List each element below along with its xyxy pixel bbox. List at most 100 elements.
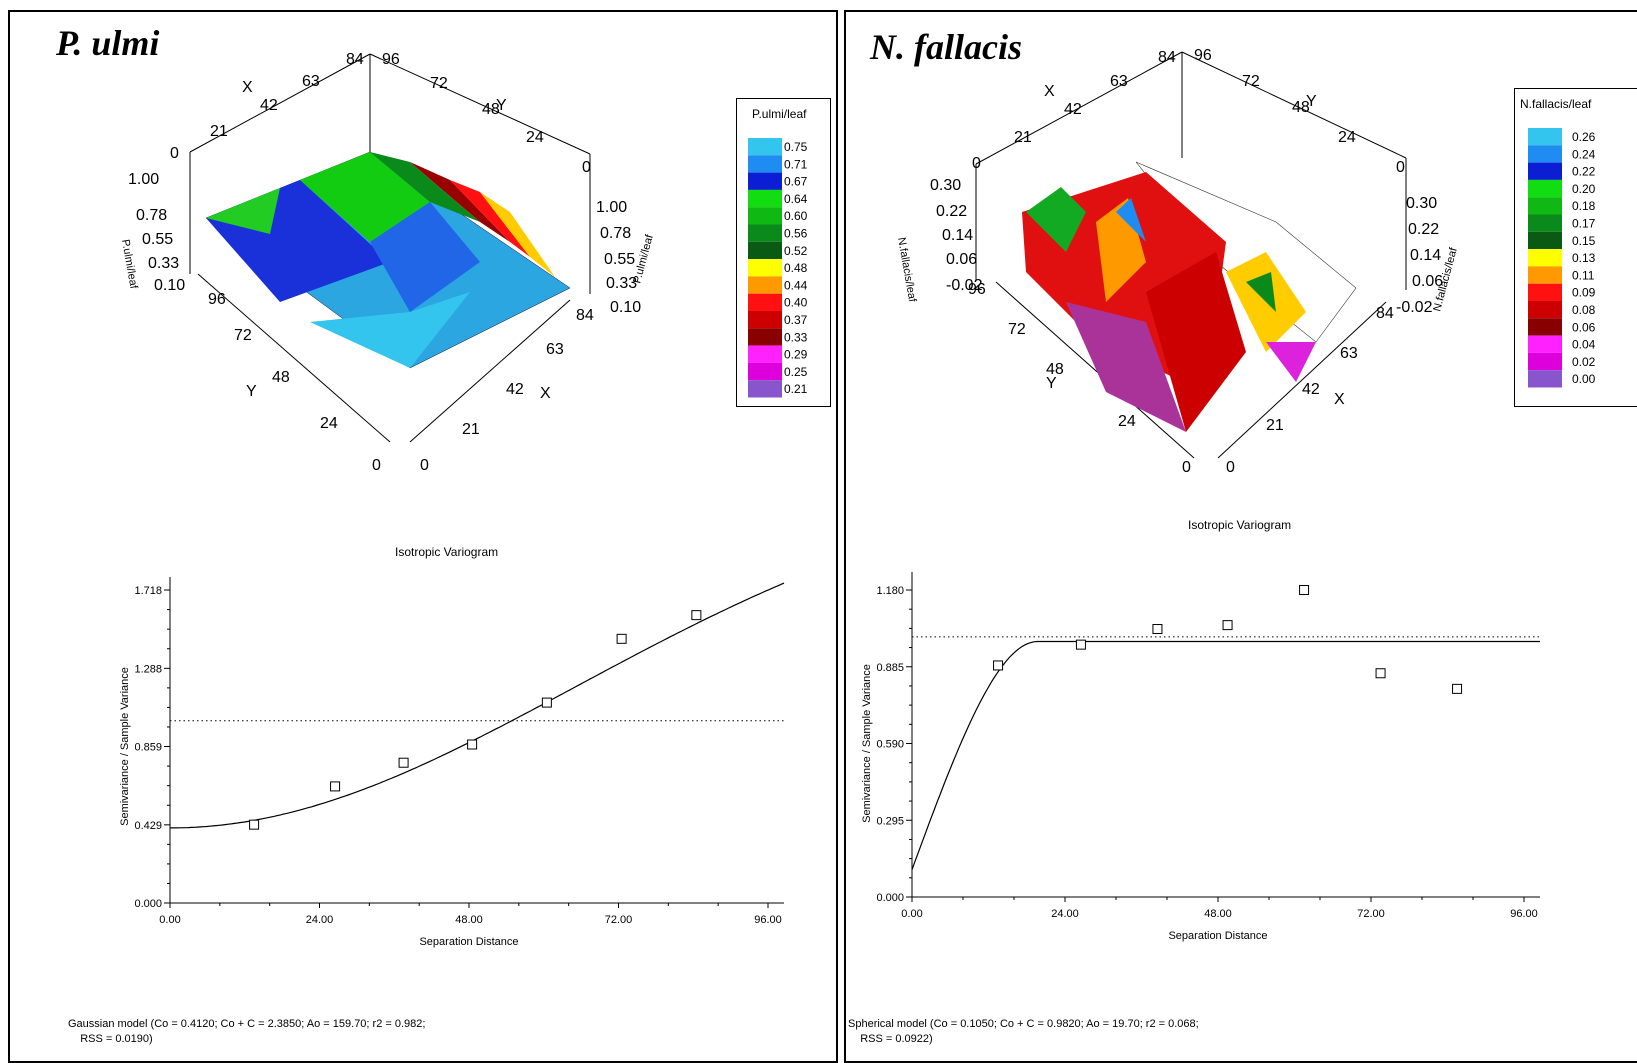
legend-label: 0.56 <box>784 227 808 241</box>
legend-swatch <box>748 345 782 363</box>
legend-swatch <box>1528 352 1562 371</box>
panel-title: P. ulmi <box>56 23 160 63</box>
back-x-tick: 0 <box>972 155 981 172</box>
back-y-tick: 72 <box>430 75 448 92</box>
legend-swatch <box>748 328 782 346</box>
z-tick: 0.22 <box>936 203 967 220</box>
z-tick-right: 0.14 <box>1410 247 1441 264</box>
data-point <box>691 610 702 621</box>
back-y-tick: 24 <box>1338 129 1356 146</box>
x-axis-label: Separation Distance <box>1168 930 1267 942</box>
surface-plot-3d: 1.00 0.78 0.55 0.33 0.10 1.00 0.78 0.55 … <box>119 51 656 474</box>
back-y-letter: Y <box>496 97 507 114</box>
legend-label: 0.22 <box>1572 165 1596 179</box>
z-tick-right: -0.02 <box>1396 299 1433 316</box>
legend-label: 0.13 <box>1572 251 1596 265</box>
y-tick-label: 0.295 <box>876 815 904 827</box>
legend-label: 0.04 <box>1572 338 1596 352</box>
x-tick-label: 96.00 <box>1510 908 1538 920</box>
x-tick-label: 0.00 <box>159 914 180 926</box>
y-tick: 24 <box>320 415 338 432</box>
back-x-tick: 63 <box>1110 73 1128 90</box>
legend-label: 0.21 <box>784 382 808 396</box>
back-x-tick: 42 <box>1064 101 1082 118</box>
legend-swatch <box>748 259 782 277</box>
variogram-chart: 0.000 0.429 0.859 1.288 1.718 0.00 24.00 48.00 7… <box>119 577 785 948</box>
y-tick: 48 <box>272 369 290 386</box>
legend-swatch <box>1528 162 1562 180</box>
y-tick-label: 0.590 <box>876 739 904 751</box>
y-tick: 72 <box>234 327 252 344</box>
legend-label: 0.17 <box>1572 217 1596 231</box>
variogram-title: Isotropic Variogram <box>395 545 499 559</box>
z-tick-right: 0.30 <box>1406 195 1437 212</box>
back-y-tick: 0 <box>582 159 591 176</box>
legend-swatch <box>748 380 782 398</box>
legend-swatch <box>748 138 782 156</box>
x-tick: 0 <box>420 457 429 474</box>
back-y-tick: 48 <box>482 101 500 118</box>
model-text: Gaussian model (Co = 0.4120; Co + C = 2.… <box>68 1018 426 1045</box>
back-y-tick: 0 <box>1396 159 1405 176</box>
z-tick: 0.10 <box>154 277 185 294</box>
legend-swatch <box>748 276 782 294</box>
x-tick-label: 24.00 <box>306 914 334 926</box>
data-point <box>541 697 552 708</box>
back-x-tick: 0 <box>170 145 179 162</box>
legend-swatch <box>748 293 782 311</box>
z-tick-right: 0.10 <box>610 299 641 316</box>
y-tick-label: 1.180 <box>876 585 904 597</box>
legend-swatch <box>1528 301 1562 319</box>
x-tick: 21 <box>1266 417 1284 434</box>
z-tick: 1.00 <box>128 171 159 188</box>
data-point <box>616 633 627 644</box>
legend-swatch <box>1528 249 1562 267</box>
legend-swatch <box>1528 231 1562 250</box>
legend-label: 0.08 <box>1572 303 1596 317</box>
legend-label: 0.67 <box>784 175 808 189</box>
y-axis-letter: Y <box>246 383 257 400</box>
z-tick: 0.06 <box>946 251 977 268</box>
x-tick: 0 <box>1226 459 1235 476</box>
z-tick-right: 0.78 <box>600 225 631 242</box>
legend-label: 0.09 <box>1572 286 1596 300</box>
legend-swatch <box>748 172 782 190</box>
back-x-tick: 21 <box>1014 129 1032 146</box>
legend-label: 0.20 <box>1572 182 1596 196</box>
legend-label: 0.15 <box>1572 234 1596 248</box>
y-tick-label: 1.288 <box>134 663 162 675</box>
back-x-letter: X <box>242 79 253 96</box>
y-tick-label: 0.000 <box>876 892 904 904</box>
x-tick: 21 <box>462 421 480 438</box>
x-tick-label: 0.00 <box>901 908 922 920</box>
surface-mesh <box>205 151 571 369</box>
x-tick: 84 <box>576 307 594 324</box>
x-tick-label: 48.00 <box>1204 908 1232 920</box>
legend-label: 0.25 <box>784 365 808 379</box>
panel-n-fallacis: N. fallacis 0.30 0.22 0.14 0 <box>844 10 1637 1063</box>
y-axis-letter: Y <box>1046 375 1057 392</box>
x-tick-label: 72.00 <box>1357 908 1385 920</box>
legend-label: 0.26 <box>1572 130 1596 144</box>
z-tick: -0.02 <box>946 277 983 294</box>
legend-label: 0.02 <box>1572 355 1596 369</box>
back-y-tick: 96 <box>1194 47 1212 64</box>
y-tick: 0 <box>372 457 381 474</box>
legend-label: 0.24 <box>1572 147 1596 161</box>
legend-label: 0.40 <box>784 296 808 310</box>
legend-label: 0.37 <box>784 313 808 327</box>
legend-swatch <box>1528 318 1562 336</box>
back-y-tick: 24 <box>526 129 544 146</box>
legend-label: 0.29 <box>784 348 808 362</box>
z-tick-right: 0.55 <box>604 251 635 268</box>
y-tick: 48 <box>1046 361 1064 378</box>
back-x-tick: 42 <box>260 97 278 114</box>
legend-label: 0.60 <box>784 209 808 223</box>
surface-box <box>189 53 591 443</box>
color-legend: N.fallacis/leaf 0.26 0.24 0.22 0.20 0.18 0.17… <box>1514 88 1637 407</box>
variogram-chart: 0.000 0.295 0.590 0.885 1.180 0.00 24.00 48.00 7… <box>861 572 1540 942</box>
legend-title: P.ulmi/leaf <box>752 107 807 121</box>
legend-swatch <box>1528 370 1562 388</box>
back-x-tick: 84 <box>346 51 364 68</box>
legend-label: 0.75 <box>784 140 808 154</box>
